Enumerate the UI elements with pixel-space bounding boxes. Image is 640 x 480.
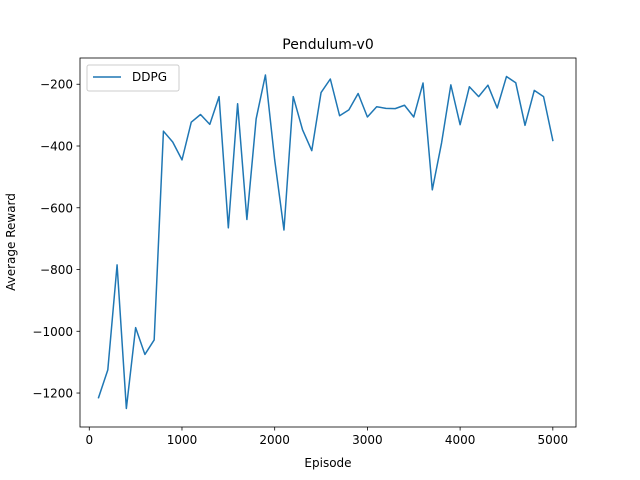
chart-title: Pendulum-v0 <box>282 37 373 53</box>
x-tick-label: 4000 <box>445 433 476 447</box>
y-axis-label: Average Reward <box>4 193 18 291</box>
legend-label-ddpg: DDPG <box>132 70 167 84</box>
legend-box <box>86 64 180 92</box>
y-tick-label: −400 <box>40 140 73 154</box>
legend: DDPG <box>86 64 180 92</box>
x-tick-label: 5000 <box>538 433 569 447</box>
y-tick-label: −800 <box>40 263 73 277</box>
y-tick-label: −1200 <box>32 387 73 401</box>
series-line-ddpg <box>97 74 554 410</box>
x-axis-ticks: 0 1000 2000 3000 4000 5000 <box>85 427 568 447</box>
y-tick-label: −1000 <box>32 325 73 339</box>
x-tick-label: 0 <box>85 433 93 447</box>
y-axis-ticks: −1200 −1000 −800 −600 −400 −200 <box>32 78 80 401</box>
plot-frame <box>79 57 577 428</box>
x-tick-label: 2000 <box>259 433 290 447</box>
plot-area <box>80 58 576 427</box>
series-layer <box>97 74 554 410</box>
y-tick-label: −600 <box>40 201 73 215</box>
x-tick-label: 3000 <box>352 433 383 447</box>
x-axis-label: Episode <box>304 456 351 470</box>
y-tick-label: −200 <box>40 78 73 92</box>
x-tick-label: 1000 <box>167 433 198 447</box>
